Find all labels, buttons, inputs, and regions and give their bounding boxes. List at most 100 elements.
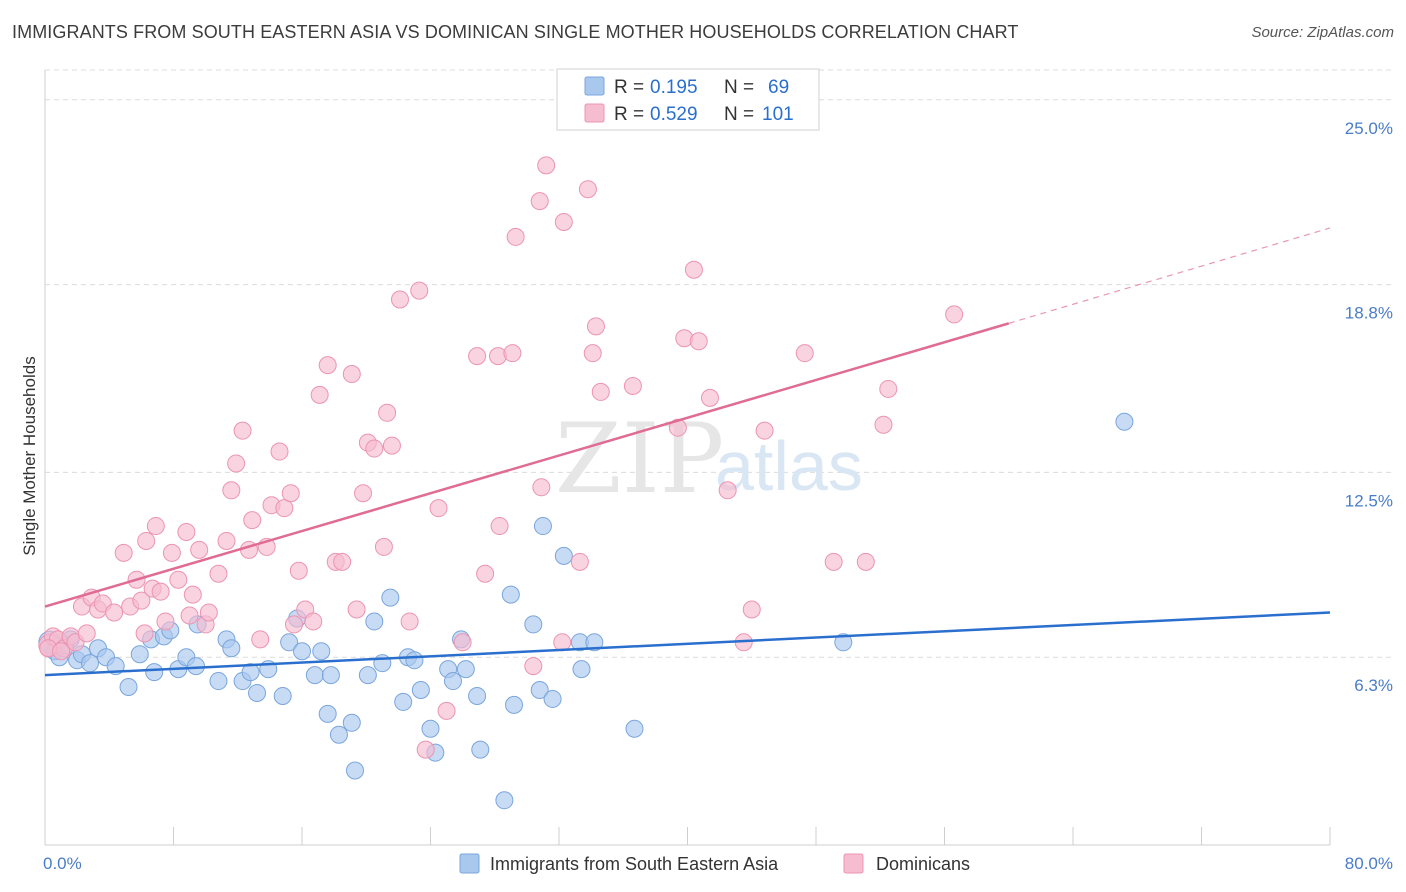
immigrants-point (543, 689, 562, 708)
dominicans-point (209, 564, 228, 583)
x-tick-label-max: 80.0% (1345, 854, 1393, 873)
immigrants-point (533, 517, 552, 536)
dominicans-point (668, 418, 687, 437)
dominicans-point (583, 344, 602, 363)
dominicans-point (410, 281, 429, 300)
dominicans-point (199, 603, 218, 622)
dominicans-point (281, 484, 300, 503)
immigrants-point (321, 666, 340, 685)
dominicans-point (304, 612, 323, 631)
y-axis-title: Single Mother Households (20, 356, 39, 555)
dominicans-point (114, 543, 133, 562)
immigrants-point (834, 633, 853, 652)
dominicans-point (251, 630, 270, 649)
series-legend: Immigrants from South Eastern Asia Domin… (459, 853, 970, 874)
immigrants-point (145, 663, 164, 682)
dominicans-point (390, 290, 409, 309)
legend-r-value-1: 0.195 (650, 77, 698, 98)
dominicans-point (718, 481, 737, 500)
immigrants-trend-line (44, 611, 1331, 677)
dominicans-point (570, 552, 589, 571)
bottom-legend-label-2: Dominicans (876, 854, 970, 874)
immigrants-point (505, 695, 524, 714)
dominicans-point (675, 329, 694, 348)
y-tick-label: 12.5% (1345, 491, 1393, 510)
dominicans-trend-extension (1008, 227, 1331, 324)
dominicans-point (945, 305, 964, 324)
immigrants-point (222, 639, 241, 658)
dominicans-point (530, 192, 549, 211)
stats-legend: R = 0.195 N = 69 R = 0.529 N = 101 (556, 68, 820, 131)
dominicans-point (524, 657, 543, 676)
watermark-zip: ZIP (555, 403, 724, 515)
dominicans-point (284, 615, 303, 634)
dominicans-point (190, 540, 209, 559)
bottom-legend-swatch-blue (459, 853, 480, 874)
legend-n-value-2: 101 (762, 104, 794, 125)
dominicans-point (879, 379, 898, 398)
dominicans-point (365, 439, 384, 458)
dominicans-point (156, 612, 175, 631)
immigrants-point (468, 686, 487, 705)
dominicans-point (700, 388, 719, 407)
immigrants-point (293, 642, 311, 661)
dominicans-point (151, 582, 170, 601)
watermark: ZIP atlas (555, 403, 863, 515)
dominicans-point (742, 600, 761, 619)
dominicans-point (243, 511, 262, 530)
immigrants-point (280, 633, 299, 652)
immigrants-point (421, 719, 440, 738)
dominicans-point (795, 344, 814, 363)
dominicans-point (333, 552, 352, 571)
dominicans-point (856, 552, 875, 571)
dominicans-point (177, 523, 196, 542)
dominicans-point (310, 385, 329, 404)
dominicans-point (684, 260, 703, 279)
dominicans-point (132, 591, 151, 610)
dominicans-point (270, 442, 289, 461)
dominicans-point (476, 564, 495, 583)
immigrants-point (318, 704, 337, 723)
immigrants-point (495, 791, 514, 810)
x-tick-label-min: 0.0% (43, 854, 82, 873)
dominicans-point (137, 531, 156, 550)
immigrants-point (329, 725, 348, 744)
dominicans-point (378, 403, 397, 422)
immigrants-point (342, 713, 361, 732)
immigrants-point (241, 663, 260, 682)
immigrants-point (312, 642, 331, 661)
bottom-legend-label-1: Immigrants from South Eastern Asia (490, 854, 779, 874)
immigrants-point (471, 740, 490, 759)
chart-source: Source: ZipAtlas.com (1251, 24, 1394, 41)
dominicans-point (416, 740, 435, 759)
dominicans-point (217, 531, 236, 550)
immigrants-point (501, 585, 520, 604)
series-dominicans-points (38, 156, 964, 759)
dominicans-point (180, 606, 199, 625)
dominicans-point (586, 317, 605, 336)
dominicans-point (453, 633, 472, 652)
dominicans-point (289, 561, 308, 580)
x-tick-labels: 0.0% 80.0% (43, 854, 1393, 873)
dominicans-point (105, 603, 124, 622)
immigrants-point (625, 719, 644, 738)
immigrants-point (405, 651, 424, 670)
immigrants-point (80, 654, 99, 673)
dominicans-point (183, 585, 202, 604)
dominicans-point (347, 600, 366, 619)
dominicans-point (169, 570, 188, 589)
immigrants-point (358, 666, 377, 685)
immigrants-point (381, 588, 400, 607)
trend-lines (44, 227, 1331, 677)
chart-title: IMMIGRANTS FROM SOUTH EASTERN ASIA VS DO… (12, 22, 1019, 42)
dominicans-point (342, 365, 361, 384)
dominicans-point (554, 213, 573, 232)
dominicans-point (591, 382, 610, 401)
dominicans-point (318, 356, 337, 375)
dominicans-point (578, 180, 597, 199)
immigrants-point (365, 612, 384, 631)
dominicans-point (689, 332, 708, 351)
legend-r-label-1: R = (614, 77, 644, 98)
immigrants-point (530, 681, 549, 699)
